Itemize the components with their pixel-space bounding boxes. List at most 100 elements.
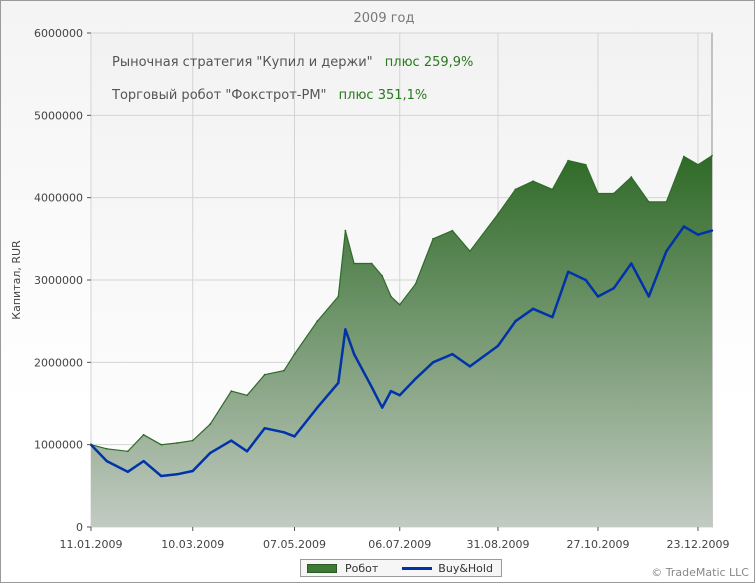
point-buyhold xyxy=(175,473,179,476)
point-buyhold xyxy=(566,270,570,273)
point-robot xyxy=(647,200,650,203)
legend-label-buyhold: Buy&Hold xyxy=(438,561,493,575)
annotation-buyhold-text: Рыночная стратегия "Купил и держи" xyxy=(112,55,373,70)
point-robot xyxy=(353,262,356,265)
point-buyhold xyxy=(352,352,356,356)
point-buyhold xyxy=(337,381,340,385)
point-robot xyxy=(176,442,178,444)
chart-title: 2009 год xyxy=(354,11,415,26)
point-robot xyxy=(263,373,266,376)
point-robot xyxy=(283,369,285,372)
point-buyhold xyxy=(696,233,700,236)
point-buyhold xyxy=(647,295,651,298)
series-area-robot xyxy=(91,155,712,527)
legend-item-buyhold: Buy&Hold xyxy=(402,562,493,575)
point-robot xyxy=(584,163,587,166)
point-buyhold xyxy=(398,394,401,397)
point-buyhold xyxy=(531,307,535,311)
y-tick-label: 4000000 xyxy=(34,192,83,205)
annotation-robot: Торговый робот "Фокстрот-РМ" плюс 351,1% xyxy=(111,88,427,103)
point-buyhold xyxy=(191,469,194,473)
point-buyhold xyxy=(451,352,454,356)
x-tick-label: 27.10.2009 xyxy=(566,538,629,551)
x-tick-label: 31.08.2009 xyxy=(466,538,529,551)
point-buyhold xyxy=(230,439,233,442)
point-robot xyxy=(497,213,499,216)
point-buyhold xyxy=(370,385,373,389)
point-buyhold xyxy=(282,431,286,434)
point-buyhold xyxy=(159,474,163,478)
point-robot xyxy=(414,283,417,286)
point-buyhold xyxy=(710,229,714,232)
point-robot xyxy=(630,176,633,178)
point-buyhold xyxy=(209,451,212,455)
annotation-robot-text: Торговый робот "Фокстрот-РМ" xyxy=(111,88,327,103)
point-robot xyxy=(191,439,194,442)
legend-swatch-robot xyxy=(307,563,337,573)
point-robot xyxy=(551,188,554,191)
point-buyhold xyxy=(468,365,472,368)
point-buyhold xyxy=(630,262,633,265)
y-tick-label: 0 xyxy=(76,521,83,534)
legend-item-robot: Робот xyxy=(307,562,378,575)
point-buyhold xyxy=(105,459,108,463)
x-tick-label: 11.01.2009 xyxy=(60,538,123,551)
point-robot xyxy=(381,274,384,277)
point-robot xyxy=(597,192,599,195)
point-robot xyxy=(390,295,392,298)
point-buyhold xyxy=(496,344,500,348)
point-robot xyxy=(683,155,685,158)
point-robot xyxy=(246,394,249,397)
copyright: © TradeMatic LLC xyxy=(651,566,749,579)
point-buyhold xyxy=(612,287,615,290)
point-robot xyxy=(105,447,108,450)
point-buyhold xyxy=(431,361,435,364)
point-robot xyxy=(514,188,517,191)
y-axis-label: Капитал, RUR xyxy=(10,240,23,320)
point-buyhold xyxy=(596,295,600,298)
point-buyhold xyxy=(316,406,319,409)
point-robot xyxy=(293,353,296,355)
point-robot xyxy=(711,154,713,157)
point-buyhold xyxy=(414,377,417,380)
point-buyhold xyxy=(245,450,249,453)
point-buyhold xyxy=(263,427,266,430)
y-tick-label: 2000000 xyxy=(34,356,83,369)
svg-text:Рыночная стратегия "Купил и де: Рыночная стратегия "Купил и держи" плюс … xyxy=(112,55,473,70)
point-buyhold xyxy=(126,470,130,474)
x-tick-label: 10.03.2009 xyxy=(161,538,224,551)
point-buyhold xyxy=(344,328,347,331)
y-tick-label: 1000000 xyxy=(34,439,83,452)
point-robot xyxy=(697,163,699,166)
legend-label-robot: Робот xyxy=(345,561,379,575)
annotation-buyhold-value: плюс 259,9% xyxy=(385,55,474,70)
legend-swatch-buyhold xyxy=(402,566,433,570)
point-robot xyxy=(469,250,471,253)
point-robot xyxy=(337,295,340,298)
point-robot xyxy=(142,433,145,436)
annotation-buyhold: Рыночная стратегия "Купил и держи" плюс … xyxy=(112,55,473,70)
point-buyhold xyxy=(293,435,296,438)
point-robot xyxy=(126,450,129,453)
point-robot xyxy=(370,262,373,265)
point-buyhold xyxy=(381,406,384,409)
x-tick-label: 23.12.2009 xyxy=(666,538,729,551)
y-tick-label: 3000000 xyxy=(34,274,83,287)
point-buyhold xyxy=(584,278,587,282)
legend: Робот Buy&Hold xyxy=(300,559,502,577)
x-tick-label: 06.07.2009 xyxy=(368,538,431,551)
point-robot xyxy=(432,237,434,240)
point-robot xyxy=(398,303,401,306)
y-tick-label: 5000000 xyxy=(34,109,83,122)
point-robot xyxy=(230,390,233,393)
point-robot xyxy=(209,423,212,425)
point-robot xyxy=(451,229,454,232)
x-tick-label: 07.05.2009 xyxy=(263,538,326,551)
point-robot xyxy=(160,443,163,446)
point-robot xyxy=(665,200,668,203)
annotation-robot-value: плюс 351,1% xyxy=(339,88,428,103)
point-robot xyxy=(532,180,534,183)
point-robot xyxy=(612,192,615,195)
point-robot xyxy=(567,159,570,162)
